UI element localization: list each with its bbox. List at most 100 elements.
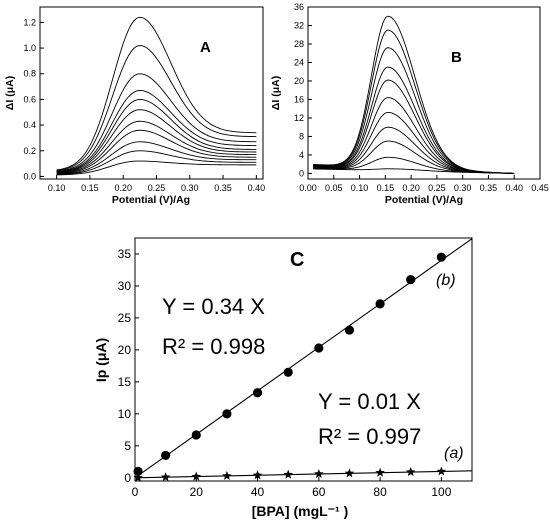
c-y-tick-label: 25 (118, 311, 132, 325)
data-point-b (375, 299, 385, 309)
c-x-tick-label: 80 (373, 485, 387, 499)
b-x-tick-label: 0.35 (480, 183, 498, 193)
b-y-tick-label: 32 (294, 20, 304, 30)
data-point-a (160, 472, 171, 482)
panel-a-xlabel: Potential (V)/Ag (112, 194, 190, 206)
b-x-tick-label: 0.40 (505, 183, 523, 193)
a-x-tick-label: 0.15 (81, 183, 99, 193)
panel-b-frame (307, 6, 541, 180)
a-y-tick-label: 1.0 (23, 43, 36, 53)
a-y-tick-label: 1.2 (23, 17, 36, 27)
a-y-tick-label: 0.8 (23, 69, 36, 79)
panel-a-frame (39, 6, 264, 180)
b-x-tick-label: 0.20 (402, 183, 420, 193)
fit-line-a (134, 470, 473, 479)
data-point-a (375, 467, 385, 477)
panel-c-frame (134, 237, 473, 482)
eq-b-r2: R² = 0.998 (162, 334, 265, 359)
a-y-tick-label: 0.2 (23, 146, 36, 156)
panel-a-curve (56, 160, 257, 176)
c-y-tick-label: 10 (118, 407, 132, 421)
b-y-tick-label: 36 (294, 2, 304, 12)
panel-a-label: A (200, 39, 211, 56)
panel-a-curve (56, 98, 257, 173)
fit-line-b (134, 238, 473, 479)
data-point-a (133, 472, 143, 482)
c-x-tick-label: 40 (251, 485, 265, 499)
panel-a-curve (56, 141, 257, 175)
eq-a-equation: Y = 0.01 X (318, 389, 421, 414)
data-point-a (283, 469, 293, 479)
c-y-tick-label: 35 (118, 247, 132, 261)
b-y-tick-label: 28 (294, 39, 304, 49)
panel-a-curve (56, 150, 257, 175)
panel-c: C [BPA] (mgL⁻¹ ) Ip (μA) 0 20 40 60 80 100 0 5 1… (93, 237, 473, 519)
b-y-tick-label: 4 (299, 150, 304, 160)
panel-b-ylabel: ΔI (μA) (270, 76, 282, 110)
data-point-a (436, 466, 447, 476)
data-point-a (405, 467, 416, 477)
data-point-a (252, 470, 263, 480)
panel-a-curve (56, 73, 257, 172)
b-x-tick-label: 0.10 (351, 183, 369, 193)
c-y-tick-label: 30 (118, 279, 132, 293)
b-y-tick-label: 8 (299, 131, 304, 141)
a-x-tick-label: 0.20 (114, 183, 132, 193)
series-a-label: (a) (444, 445, 464, 462)
c-y-tick-label: 15 (118, 375, 132, 389)
panel-a-curve (56, 89, 257, 173)
panel-a: A Potential (V)/Ag ΔI (μA) 0.10 0.15 0.20 0… (4, 6, 266, 206)
c-y-tick-label: 20 (118, 343, 132, 357)
panel-a-ylabel: ΔI (μA) (4, 76, 16, 110)
panel-b-xlabel: Potential (V)/Ag (385, 194, 463, 206)
data-point-b (252, 388, 263, 398)
panel-c-ylabel: Ip (μA) (93, 338, 109, 382)
c-y-tick-label: 0 (124, 471, 131, 485)
c-y-tick-label: 5 (124, 439, 131, 453)
a-x-tick-label: 0.30 (181, 183, 199, 193)
panel-a-curve (56, 120, 257, 174)
data-point-b (133, 466, 143, 477)
c-x-tick-label: 100 (431, 485, 451, 499)
a-y-tick-label: 0.6 (23, 94, 36, 104)
data-point-a (222, 470, 232, 480)
data-point-b (436, 252, 446, 262)
panel-a-curve (56, 45, 257, 171)
a-x-tick-label: 0.35 (214, 183, 232, 193)
data-point-b (314, 343, 324, 353)
panel-a-curve (56, 129, 257, 174)
a-y-tick-label: 0.0 (23, 171, 36, 181)
series-b-label: (b) (436, 272, 456, 289)
a-x-tick-label: 0.40 (248, 183, 266, 193)
b-x-tick-label: 0.45 (531, 183, 549, 193)
a-x-tick-label: 0.10 (48, 183, 66, 193)
a-x-tick-label: 0.25 (148, 183, 166, 193)
panel-c-label: C (290, 249, 304, 271)
data-point-b (283, 367, 293, 377)
c-x-tick-label: 20 (190, 485, 204, 499)
b-y-tick-label: 20 (294, 76, 304, 86)
b-x-tick-label: 0.05 (325, 183, 343, 193)
b-x-tick-label: 0.25 (428, 183, 446, 193)
data-point-a (314, 468, 324, 479)
eq-b-equation: Y = 0.34 X (162, 294, 265, 319)
panel-b-curve (313, 79, 515, 174)
b-y-tick-label: 12 (294, 113, 304, 123)
panel-b-label: B (451, 49, 462, 66)
data-point-b (222, 409, 232, 419)
c-x-tick-label: 60 (312, 485, 326, 499)
data-point-b (161, 450, 171, 461)
a-y-tick-label: 0.4 (23, 120, 36, 130)
b-y-tick-label: 0 (299, 168, 304, 178)
data-point-b (406, 274, 416, 285)
panel-a-curve (56, 16, 257, 171)
b-x-tick-label: 0.30 (454, 183, 472, 193)
b-x-tick-label: 0.15 (377, 183, 395, 193)
b-y-tick-label: 24 (294, 57, 304, 67)
panel-b-curve (313, 66, 515, 174)
data-point-b (344, 325, 355, 335)
eq-a-r2: R² = 0.997 (318, 424, 421, 449)
panel-b: B Potential (V)/Ag ΔI (μA) 0.00 0.05 0.10 0… (270, 2, 549, 206)
data-point-a (191, 471, 202, 481)
